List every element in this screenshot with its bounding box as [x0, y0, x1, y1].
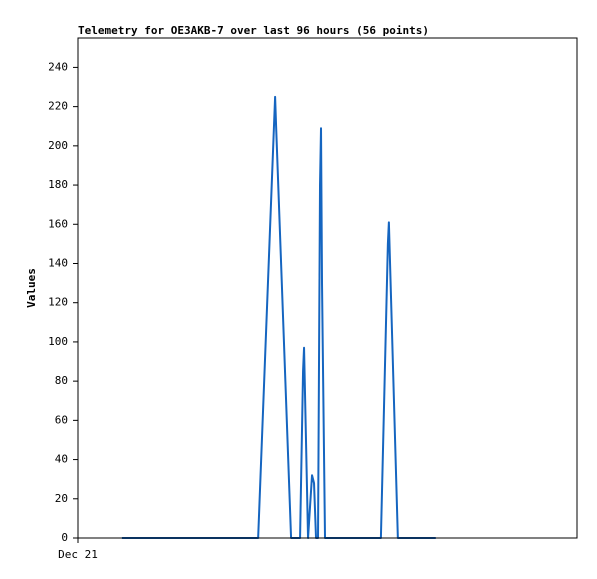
y-tick-label: 180: [48, 178, 68, 191]
y-tick-label: 0: [61, 531, 68, 544]
y-tick-label: 20: [55, 492, 68, 505]
y-tick-label: 160: [48, 217, 68, 230]
y-tick-label: 60: [55, 413, 68, 426]
y-tick-label: 140: [48, 256, 68, 269]
y-tick-label: 40: [55, 453, 68, 466]
y-tick-label: 120: [48, 296, 68, 309]
y-axis-label: Values: [25, 268, 38, 308]
y-tick-label: 80: [55, 374, 68, 387]
chart-title: Telemetry for OE3AKB-7 over last 96 hour…: [78, 24, 429, 37]
y-tick-label: 240: [48, 60, 68, 73]
y-tick-label: 100: [48, 335, 68, 348]
y-tick-label: 200: [48, 139, 68, 152]
y-tick-label: 220: [48, 100, 68, 113]
line-series: [121, 95, 436, 539]
plot-frame: [77, 37, 578, 539]
x-tick-label: Dec 21: [58, 548, 98, 561]
